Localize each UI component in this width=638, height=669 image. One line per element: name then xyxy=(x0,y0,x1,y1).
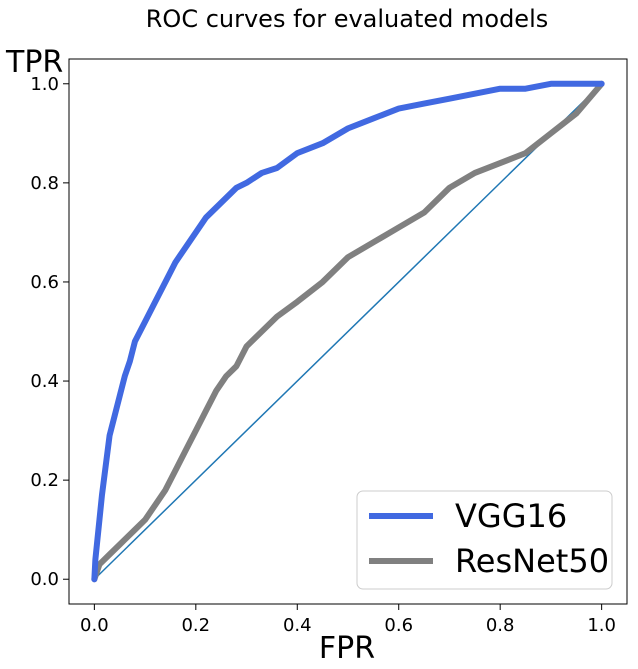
y-tick-label: 0.0 xyxy=(30,569,59,590)
x-tick-label: 0.6 xyxy=(384,615,413,636)
chart-title: ROC curves for evaluated models xyxy=(146,5,549,33)
legend: VGG16 ResNet50 xyxy=(356,490,613,590)
y-axis-ticks: 0.0 0.2 0.4 0.6 0.8 1.0 xyxy=(30,74,69,590)
plot-frame xyxy=(68,58,628,605)
y-tick-label: 0.2 xyxy=(30,470,59,491)
y-tick-label: 1.0 xyxy=(30,74,59,95)
reference-diagonal-line xyxy=(93,83,603,580)
x-tick-label: 1.0 xyxy=(587,615,616,636)
x-tick-label: 0.4 xyxy=(283,615,312,636)
series-line-vgg16 xyxy=(91,80,605,583)
x-tick-label: 0.2 xyxy=(181,615,210,636)
y-tick-label: 0.6 xyxy=(30,272,59,293)
x-axis-ticks: 0.0 0.2 0.4 0.6 0.8 1.0 xyxy=(80,604,616,636)
legend-label-vgg16: VGG16 xyxy=(455,497,567,535)
y-tick-label: 0.8 xyxy=(30,173,59,194)
legend-label-resnet50: ResNet50 xyxy=(455,542,609,580)
y-axis-label: TPR xyxy=(5,45,63,80)
series-line-resnet50 xyxy=(91,80,605,583)
x-tick-label: 0.8 xyxy=(486,615,515,636)
x-axis-label: FPR xyxy=(319,631,375,666)
x-tick-label: 0.0 xyxy=(80,615,109,636)
plot-area xyxy=(91,80,605,583)
y-tick-label: 0.4 xyxy=(30,371,59,392)
